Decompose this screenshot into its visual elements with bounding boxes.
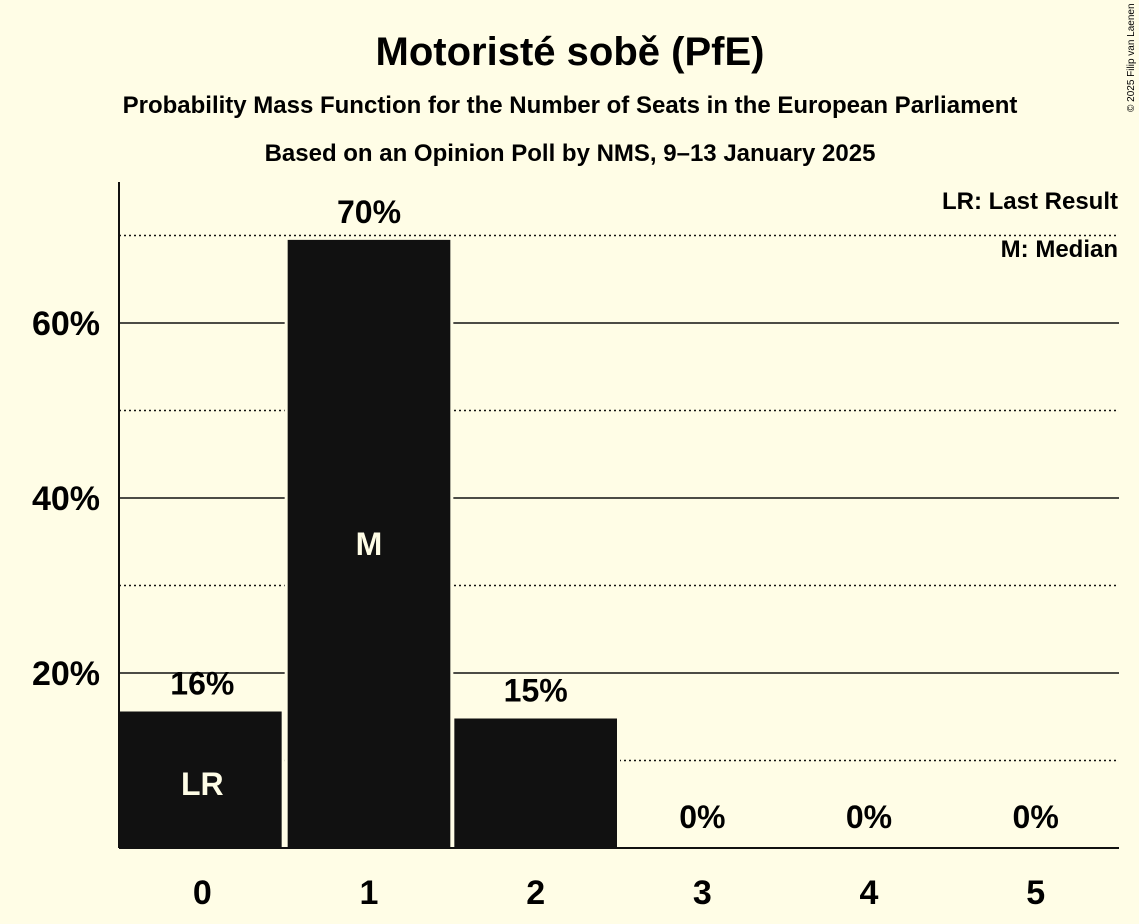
y-tick-label-40: 40% — [32, 480, 100, 518]
x-tick-label-3: 3 — [693, 874, 712, 912]
x-tick-label-0: 0 — [193, 874, 212, 912]
chart-title: Motoristé sobě (PfE) — [376, 30, 765, 74]
x-tick-label-1: 1 — [360, 874, 379, 912]
bars — [116, 236, 620, 848]
bar-marker-lr: LR — [181, 766, 224, 802]
bar-2 — [454, 718, 617, 848]
legend-last-result: LR: Last Result — [942, 188, 1118, 215]
chart-subtitle: Probability Mass Function for the Number… — [123, 92, 1018, 119]
legend-median: M: Median — [1001, 236, 1118, 263]
value-label-5: 0% — [1013, 799, 1059, 835]
copyright-credit: © 2025 Filip van Laenen — [1126, 3, 1137, 112]
x-tick-label-2: 2 — [526, 874, 545, 912]
bar-marker-m: M — [356, 526, 383, 562]
y-tick-label-60: 60% — [32, 305, 100, 343]
gridlines — [119, 234, 1119, 762]
chart-subtitle-poll: Based on an Opinion Poll by NMS, 9–13 Ja… — [265, 140, 876, 167]
y-tick-label-20: 20% — [32, 655, 100, 693]
x-tick-label-5: 5 — [1026, 874, 1045, 912]
value-label-1: 70% — [337, 194, 401, 230]
x-tick-label-4: 4 — [860, 874, 879, 912]
value-label-3: 0% — [679, 799, 725, 835]
value-label-4: 0% — [846, 799, 892, 835]
bar-0 — [119, 711, 282, 848]
value-label-0: 16% — [170, 666, 234, 702]
value-label-2: 15% — [504, 673, 568, 709]
bar-1 — [287, 239, 451, 848]
